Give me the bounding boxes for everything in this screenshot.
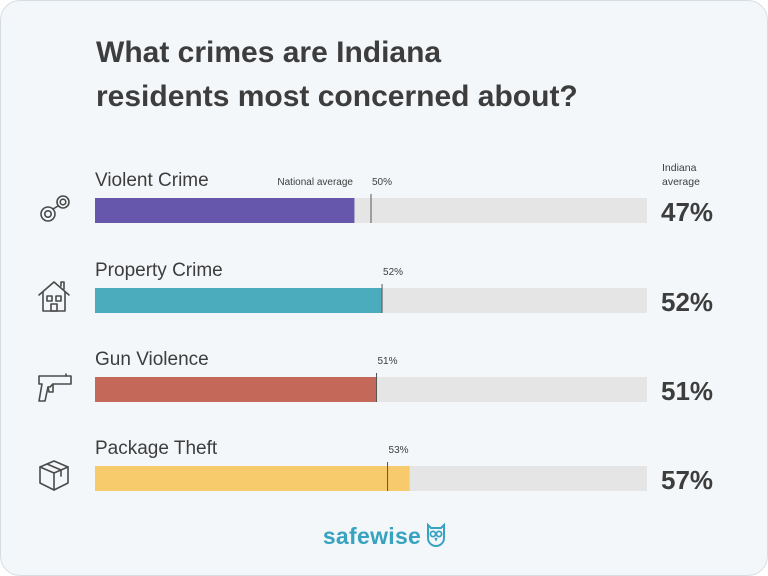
bar-indiana-average	[95, 198, 355, 223]
package-icon	[39, 460, 69, 491]
safewise-logo: safewise	[1, 523, 768, 550]
chart-title-line-1: What crimes are Indiana	[96, 36, 442, 69]
indiana-average-header: Indiana average	[662, 162, 700, 188]
national-average-label: 52%	[383, 267, 403, 278]
house-icon	[38, 281, 70, 312]
row-violent-crime: Violent Crime 50% National average 47%	[95, 170, 713, 227]
category-label: Package Theft	[95, 438, 218, 459]
row-gun-violence: Gun Violence 51% 51%	[95, 349, 713, 406]
indiana-value-label: 51%	[661, 376, 713, 406]
chart-title-line-2: residents most concerned about?	[96, 80, 578, 113]
chart-rows: Violent Crime 50% National average 47% Prope…	[95, 170, 713, 495]
indiana-value-label: 47%	[661, 197, 713, 227]
brand-safe: safe	[322, 523, 371, 549]
indiana-average-header-line-2: average	[662, 176, 700, 188]
national-average-label: 51%	[378, 356, 398, 367]
bar-indiana-average	[95, 466, 410, 491]
national-average-prefix: National average	[277, 177, 353, 188]
handcuffs-icon	[40, 195, 70, 222]
category-label: Violent Crime	[95, 170, 209, 191]
chart-title: What crimes are Indiana residents most c…	[96, 31, 716, 119]
indiana-average-header-line-1: Indiana	[662, 162, 697, 174]
national-average-label: 53%	[389, 445, 409, 456]
category-label: Gun Violence	[95, 349, 209, 370]
bar-indiana-average	[95, 377, 377, 402]
national-average-label: 50%	[372, 177, 392, 188]
gun-icon	[38, 373, 72, 402]
brand-wise: wise	[370, 523, 422, 549]
category-label: Property Crime	[95, 260, 223, 281]
owl-icon	[427, 523, 446, 547]
indiana-value-label: 52%	[661, 287, 713, 317]
row-package-theft: Package Theft 53% 57%	[95, 438, 713, 495]
bar-indiana-average	[95, 288, 383, 313]
indiana-value-label: 57%	[661, 465, 713, 495]
row-property-crime: Property Crime 52% 52%	[95, 260, 713, 317]
